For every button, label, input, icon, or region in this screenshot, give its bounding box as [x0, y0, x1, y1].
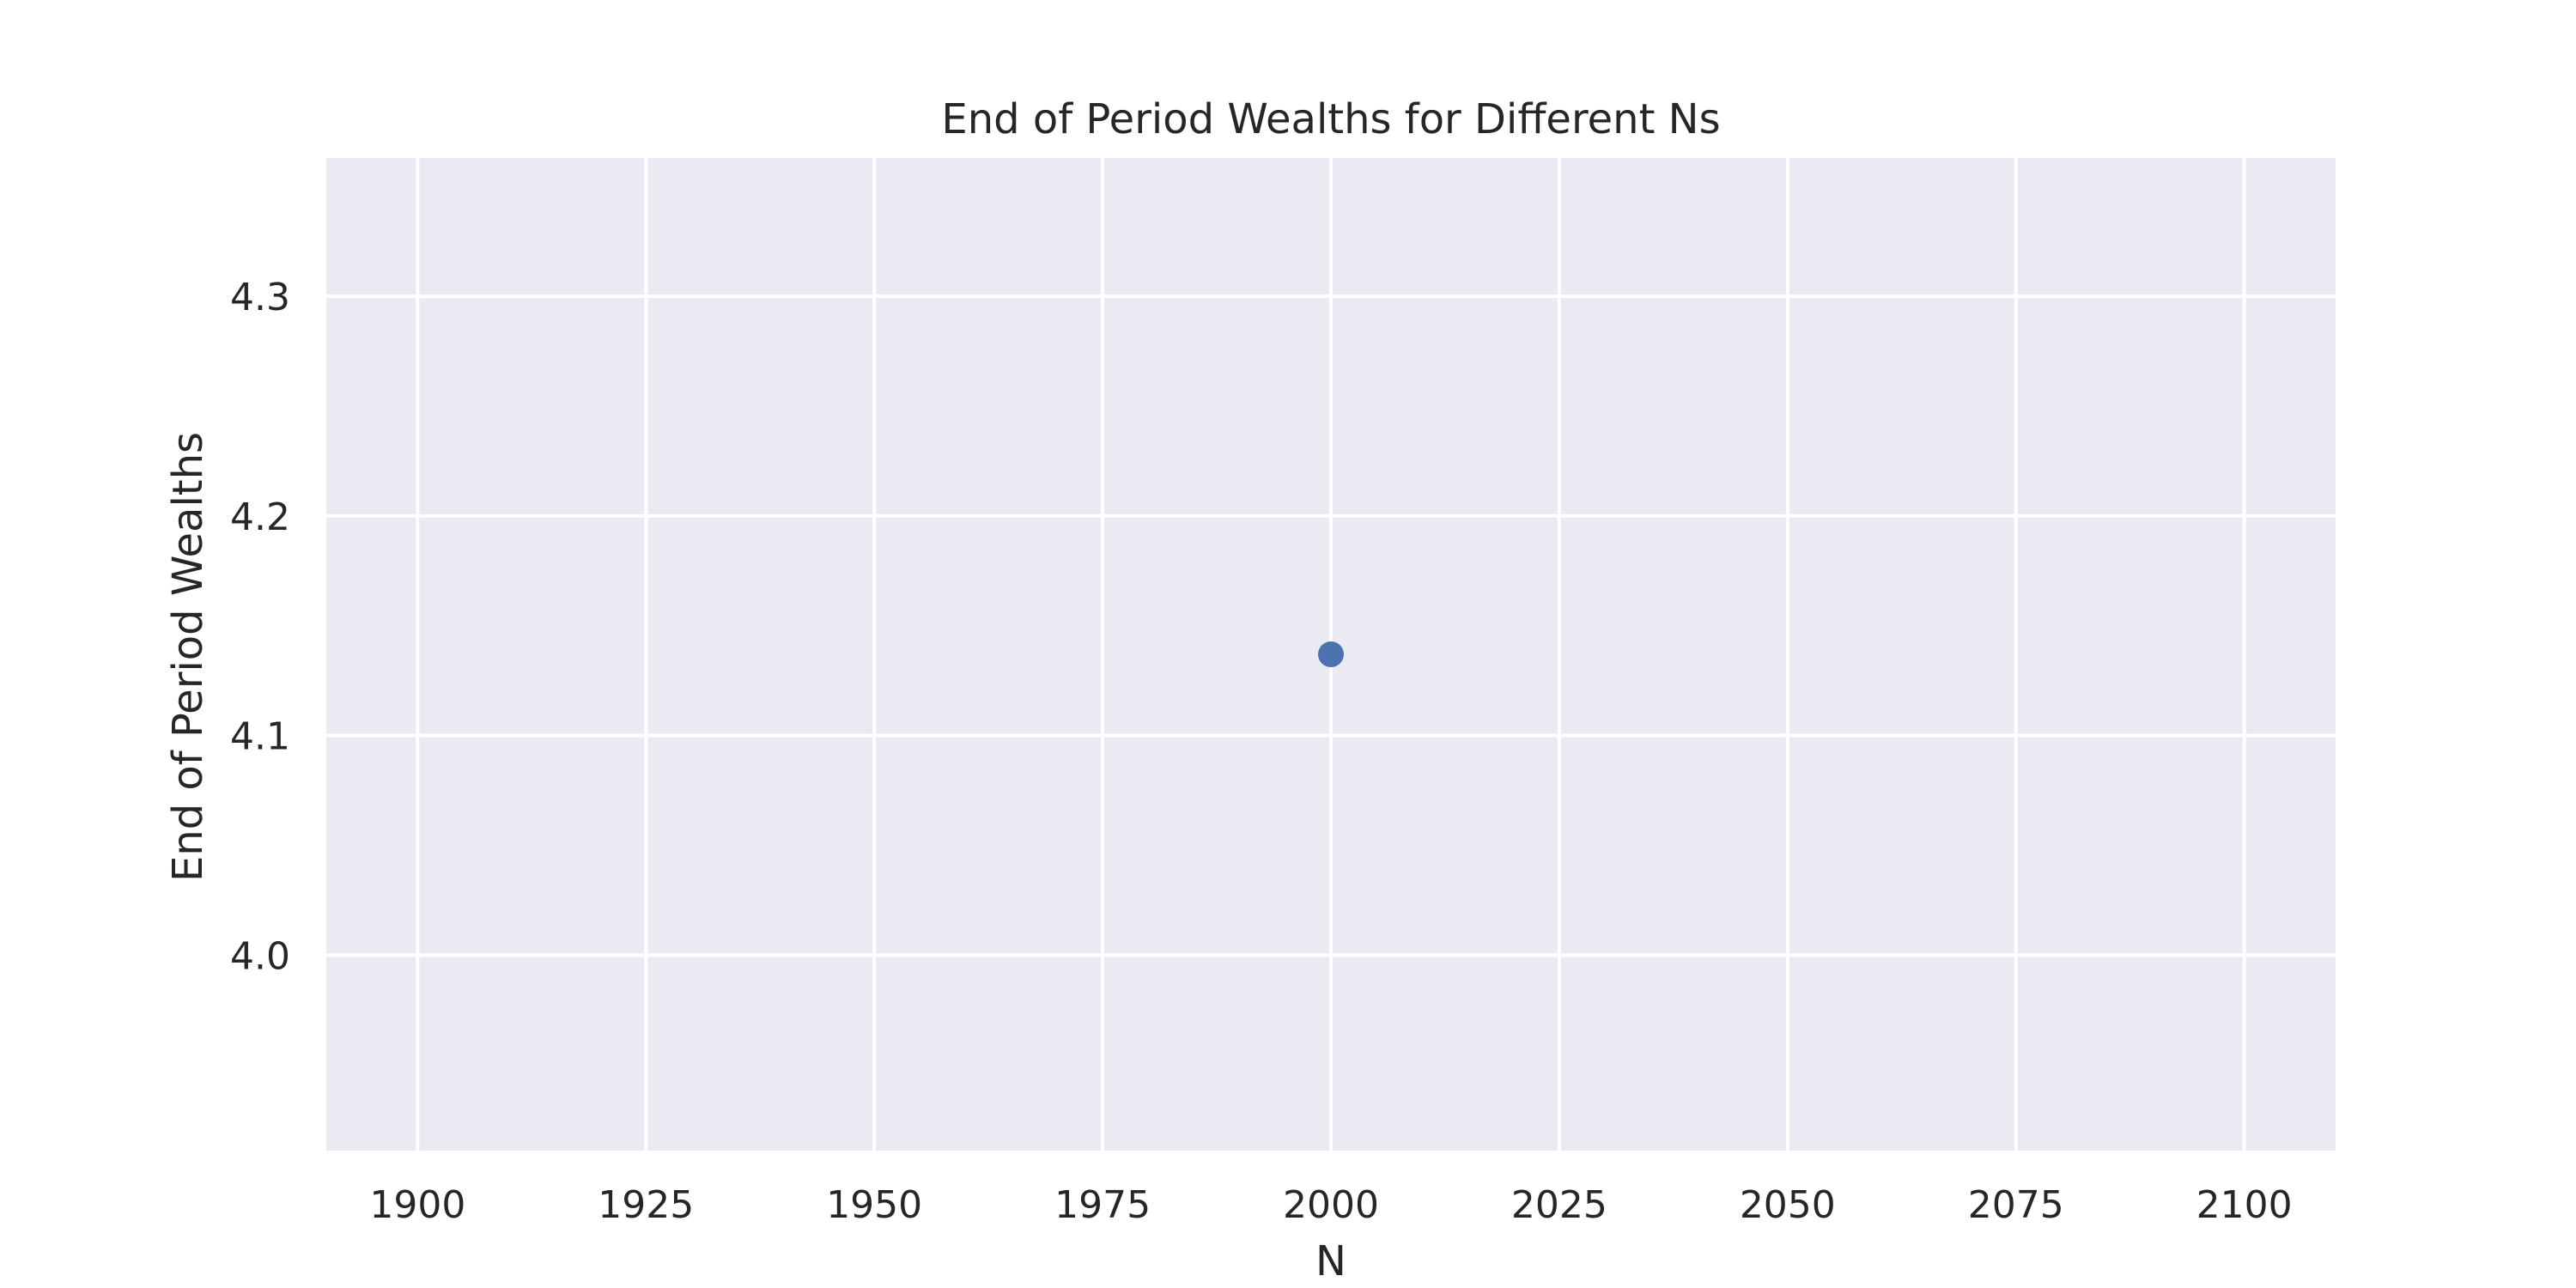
data-points	[1318, 641, 1344, 667]
x-tick-label: 2050	[1740, 1183, 1836, 1227]
y-tick-label: 4.1	[230, 715, 290, 759]
y-tick-label: 4.0	[230, 934, 290, 978]
y-axis-label: End of Period Wealths	[164, 432, 212, 882]
x-tick-label: 1925	[598, 1183, 694, 1227]
x-tick-label: 2000	[1283, 1183, 1379, 1227]
x-tick-label: 1900	[369, 1183, 465, 1227]
tick-labels: 1900 1925 1950 1975 2000 2025 2050 2075 2100 4.0 4…	[230, 276, 2293, 1227]
grid	[326, 158, 2336, 1151]
x-tick-label: 2025	[1511, 1183, 1607, 1227]
data-point	[1318, 641, 1344, 667]
x-tick-label: 2075	[1968, 1183, 2064, 1227]
x-axis-label: N	[1315, 1237, 1346, 1285]
chart-title: End of Period Wealths for Different Ns	[941, 95, 1720, 143]
x-tick-label: 1975	[1054, 1183, 1151, 1227]
y-tick-label: 4.2	[230, 495, 290, 539]
y-tick-label: 4.3	[230, 276, 290, 319]
x-tick-label: 2100	[2196, 1183, 2293, 1227]
x-tick-label: 1950	[826, 1183, 922, 1227]
